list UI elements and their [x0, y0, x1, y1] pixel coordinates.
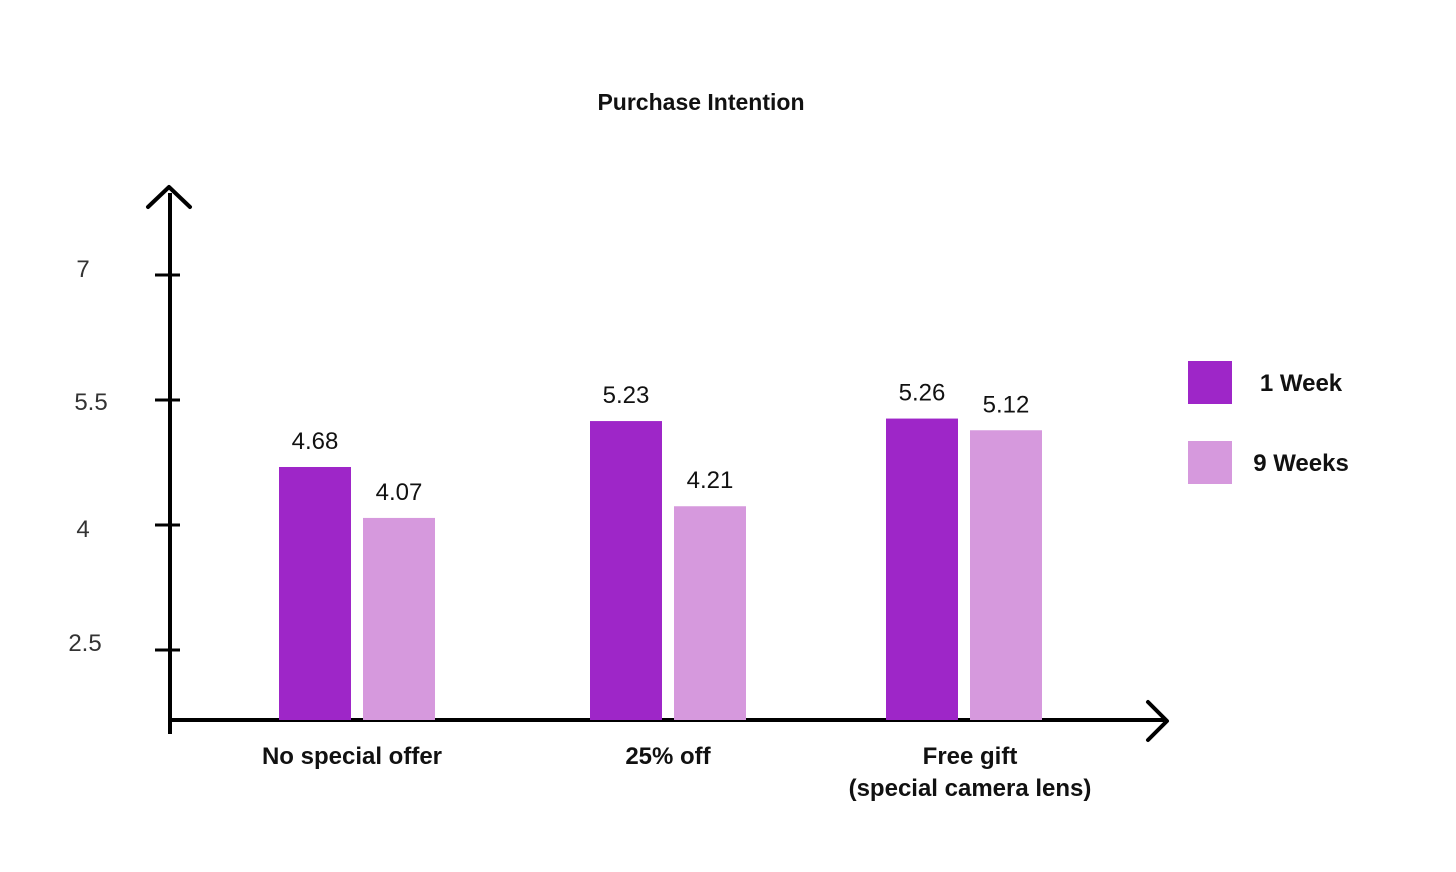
- y-axis-ticks: 2.5 4 5.5 7: [68, 256, 180, 657]
- category-label-3: Free gift: [923, 743, 1018, 770]
- value-label-1-week-2: 5.23: [603, 382, 650, 409]
- y-tick-label: 4: [76, 516, 89, 543]
- legend-swatch-9-weeks: [1188, 441, 1232, 484]
- bars: [279, 418, 1042, 720]
- bar-1-week-1: [279, 466, 351, 720]
- y-tick-label: 7: [76, 256, 89, 283]
- legend-label-1-week: 1 Week: [1260, 370, 1343, 397]
- y-tick-label: 2.5: [68, 630, 101, 657]
- category-label-3: (special camera lens): [849, 775, 1092, 802]
- chart-title: Purchase Intention: [597, 89, 804, 115]
- value-label-1-week-3: 5.26: [899, 380, 946, 407]
- y-tick-label: 5.5: [74, 389, 107, 416]
- value-label-9-weeks-3: 5.12: [983, 391, 1030, 418]
- bar-9-weeks-1: [363, 517, 435, 720]
- category-label-1: No special offer: [262, 743, 442, 770]
- y-axis-arrow: [146, 185, 192, 209]
- value-label-9-weeks-2: 4.21: [687, 467, 734, 494]
- value-labels: 4.68 5.23 5.26 4.07 4.21 5.12: [292, 380, 1030, 506]
- legend-label-9-weeks: 9 Weeks: [1253, 450, 1349, 477]
- x-axis-arrow: [1146, 700, 1169, 742]
- bar-1-week-3: [886, 418, 958, 720]
- value-label-9-weeks-1: 4.07: [376, 479, 423, 506]
- category-labels: No special offer 25% off Free gift (special…: [262, 743, 1091, 802]
- category-label-2: 25% off: [625, 743, 711, 770]
- bar-1-week-2: [590, 421, 662, 720]
- value-label-1-week-1: 4.68: [292, 428, 339, 455]
- legend: 1 Week 9 Weeks: [1188, 361, 1349, 484]
- bar-9-weeks-2: [674, 506, 746, 720]
- bar-9-weeks-3: [970, 430, 1042, 720]
- legend-swatch-1-week: [1188, 361, 1232, 404]
